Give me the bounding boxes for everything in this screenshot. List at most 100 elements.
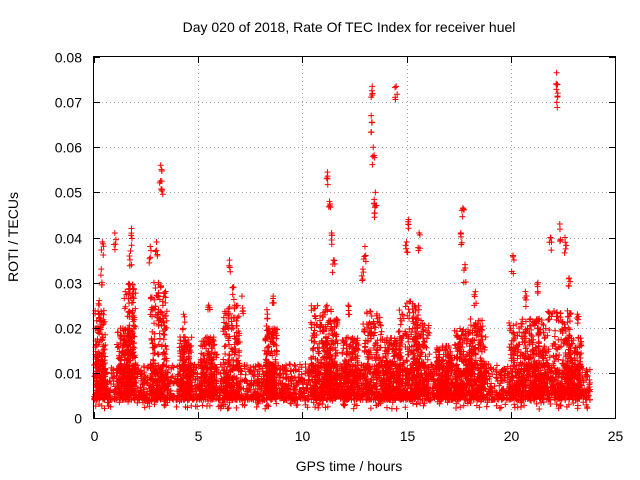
data-point <box>294 401 301 408</box>
data-point <box>491 383 498 390</box>
data-point <box>160 293 167 300</box>
data-point <box>97 374 104 381</box>
data-point <box>296 374 303 381</box>
data-point <box>229 396 236 403</box>
data-point <box>502 401 509 408</box>
data-point <box>531 396 538 403</box>
data-point <box>476 404 483 411</box>
data-point <box>312 404 319 411</box>
data-point <box>582 395 589 402</box>
data-point <box>143 380 150 387</box>
data-point <box>282 382 289 389</box>
data-point <box>245 387 252 394</box>
data-point <box>298 388 305 395</box>
data-point <box>305 393 312 400</box>
data-point <box>160 374 167 381</box>
data-point <box>517 396 524 403</box>
data-point <box>176 396 183 403</box>
data-point <box>316 400 323 407</box>
data-point <box>241 402 248 409</box>
data-point <box>448 396 455 403</box>
data-point <box>101 384 108 391</box>
data-point <box>125 378 132 385</box>
data-point <box>234 314 241 321</box>
data-point <box>161 313 168 320</box>
data-point <box>291 362 298 369</box>
data-point <box>192 403 199 410</box>
data-point <box>493 402 500 409</box>
data-point <box>152 303 159 310</box>
data-point <box>340 401 347 408</box>
data-point <box>156 390 163 397</box>
data-point <box>298 371 305 378</box>
data-point <box>487 364 494 371</box>
data-point <box>126 313 133 320</box>
data-point <box>586 388 593 395</box>
data-point <box>420 402 427 409</box>
data-point <box>291 394 298 401</box>
data-point <box>389 399 396 406</box>
data-point <box>161 322 168 329</box>
data-point <box>311 312 318 319</box>
data-point <box>124 364 131 371</box>
data-point <box>155 373 162 380</box>
data-point <box>122 396 129 403</box>
data-point <box>586 379 593 386</box>
data-point <box>518 399 525 406</box>
data-point <box>273 400 280 407</box>
data-point <box>152 285 159 292</box>
data-point <box>503 394 510 401</box>
data-point <box>373 402 380 409</box>
data-point <box>160 362 167 369</box>
data-point <box>160 331 167 338</box>
data-point <box>282 368 289 375</box>
data-point <box>496 368 503 375</box>
data-point <box>159 342 166 349</box>
data-point <box>254 368 261 375</box>
data-point <box>98 354 105 361</box>
data-point <box>485 388 492 395</box>
data-point <box>160 327 167 334</box>
data-point <box>144 364 151 371</box>
data-point <box>161 382 168 389</box>
data-point <box>372 324 379 331</box>
data-point <box>118 332 125 339</box>
data-point <box>300 385 307 392</box>
data-point <box>563 403 570 410</box>
data-point <box>377 395 384 402</box>
data-point <box>127 352 134 359</box>
data-point <box>574 402 581 409</box>
data-point <box>501 365 508 372</box>
data-point <box>246 368 253 375</box>
data-point <box>277 365 284 372</box>
data-point <box>500 385 507 392</box>
data-point <box>150 368 157 375</box>
data-point <box>150 356 157 363</box>
data-point <box>222 342 229 349</box>
data-point <box>425 396 432 403</box>
data-point <box>155 351 162 358</box>
data-point <box>217 402 224 409</box>
data-point <box>383 404 390 411</box>
data-point <box>251 380 258 387</box>
data-point <box>402 404 409 411</box>
data-point <box>130 318 137 325</box>
data-point <box>157 316 164 323</box>
data-point <box>126 357 133 364</box>
data-point <box>553 401 560 408</box>
data-point <box>225 405 232 412</box>
data-point <box>97 336 104 343</box>
data-point <box>194 393 201 400</box>
data-point <box>114 344 121 351</box>
data-point <box>302 397 309 404</box>
data-point <box>162 355 169 362</box>
data-point <box>130 346 137 353</box>
data-point <box>332 395 339 402</box>
data-point <box>98 322 105 329</box>
data-point <box>319 401 326 408</box>
data-point <box>159 392 166 399</box>
data-point <box>296 361 303 368</box>
data-point <box>166 395 173 402</box>
data-point <box>452 404 459 411</box>
data-point <box>255 400 262 407</box>
